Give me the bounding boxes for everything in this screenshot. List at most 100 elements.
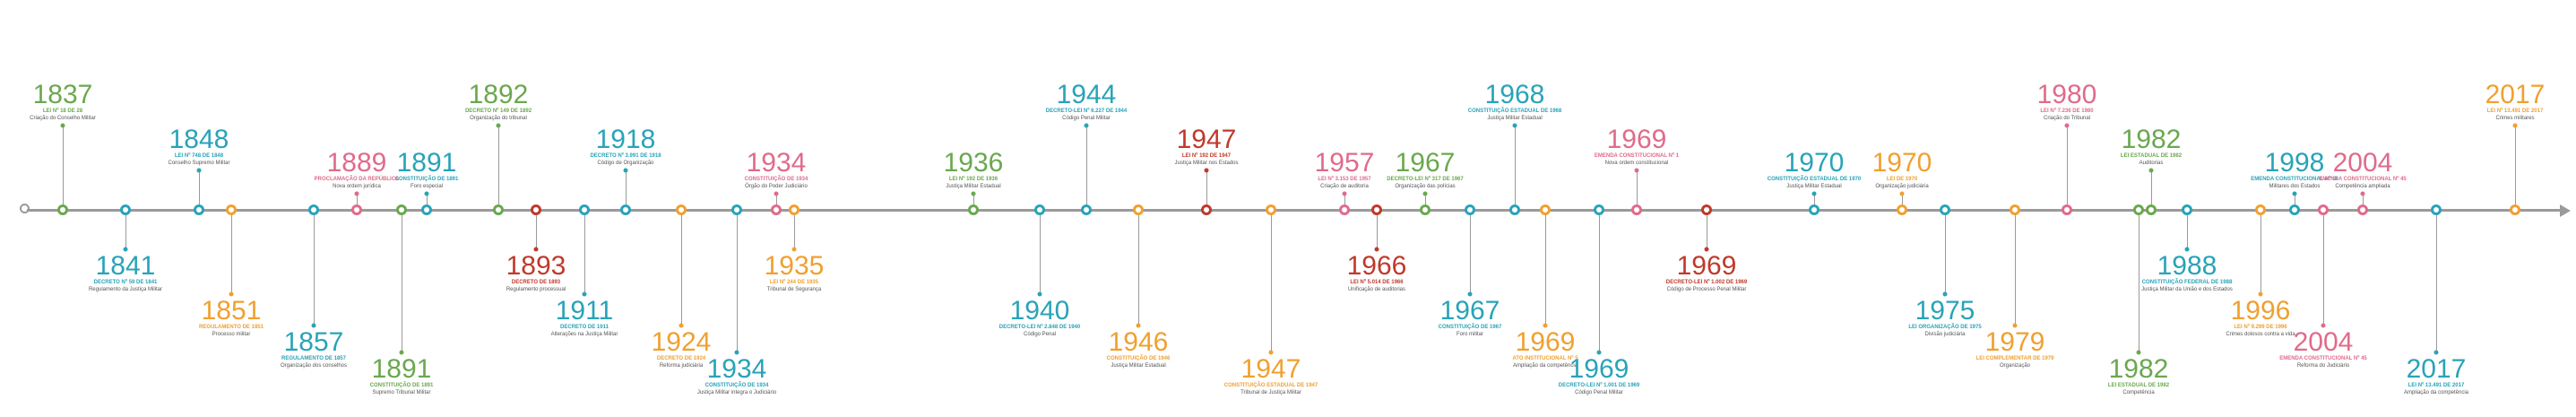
connector-end-dot bbox=[774, 191, 779, 196]
timeline-event: 1969 EMENDA CONSTITUCIONAL Nº 1 Nova ordem… bbox=[1583, 126, 1690, 167]
timeline-node-2004 bbox=[2318, 204, 2329, 215]
timeline-connector bbox=[737, 215, 738, 352]
timeline-node-1934 bbox=[731, 204, 742, 215]
event-year: 1893 bbox=[506, 251, 566, 281]
timeline-connector bbox=[1945, 215, 1946, 294]
timeline-connector bbox=[536, 215, 537, 249]
timeline-event: 1889 PROCLAMAÇÃO DA REPÚBLICA Nova ordem j… bbox=[303, 150, 411, 190]
event-heading: LEI Nº 13.491 DE 2017 bbox=[2407, 383, 2465, 388]
timeline-event: 1892 DECRETO Nº 149 DE 1892 Organização do… bbox=[445, 82, 552, 122]
event-description: Militares dos Estados bbox=[2269, 183, 2321, 189]
timeline-node-2017 bbox=[2510, 204, 2520, 215]
connector-end-dot bbox=[229, 291, 234, 297]
event-description: Crimes dolosos contra a vida bbox=[2226, 331, 2295, 337]
event-description: Justiça Militar da União e dos Estados bbox=[2141, 286, 2233, 292]
event-description: Nova ordem constitucional bbox=[1604, 160, 1669, 166]
event-description: Reforma do Judiciário bbox=[2296, 362, 2350, 369]
connector-end-dot bbox=[2012, 323, 2018, 328]
connector-end-dot bbox=[1899, 191, 1905, 196]
timeline-node-1970 bbox=[1897, 204, 1907, 215]
timeline-event: 1975 LEI ORGANIZAÇÃO DE 1975 Divisão judic… bbox=[1891, 298, 1999, 338]
event-year: 1998 bbox=[2264, 148, 2325, 178]
event-year: 1918 bbox=[595, 125, 656, 154]
timeline-event: 1968 CONSTITUIÇÃO ESTADUAL DE 1968 Justiça… bbox=[1461, 82, 1569, 122]
timeline-node-1947 bbox=[1201, 204, 1212, 215]
event-year: 1947 bbox=[1176, 125, 1237, 154]
timeline-arrow-head bbox=[2560, 204, 2571, 217]
timeline-node-1966 bbox=[1371, 204, 1382, 215]
event-description: Competência ampliada bbox=[2335, 183, 2390, 189]
event-description: Justiça Militar Estadual bbox=[1111, 362, 1166, 369]
timeline-connector bbox=[1138, 215, 1139, 326]
timeline-node-1851 bbox=[226, 204, 237, 215]
event-description: Divisão judiciária bbox=[1924, 331, 1966, 337]
timeline-event: 1969 DECRETO-LEI Nº 1.001 DE 1969 Código P… bbox=[1545, 356, 1653, 396]
event-description: Justiça Militar Estadual bbox=[1487, 115, 1543, 121]
timeline-connector bbox=[2260, 215, 2261, 294]
timeline-event: 1893 DECRETO DE 1893 Regulamento processua… bbox=[482, 253, 590, 293]
connector-end-dot bbox=[1634, 168, 1639, 173]
timeline-node-1891 bbox=[396, 204, 407, 215]
event-heading: EMENDA CONSTITUCIONAL Nº 45 bbox=[2279, 356, 2367, 361]
timeline-connector bbox=[1637, 170, 1638, 204]
timeline-event: 1935 LEI Nº 244 DE 1935 Tribunal de Segura… bbox=[740, 253, 848, 293]
event-heading: LEI Nº 244 DE 1935 bbox=[769, 280, 819, 285]
connector-end-dot bbox=[2433, 350, 2439, 355]
event-description: Organização das polícias bbox=[1395, 183, 1456, 189]
event-year: 1940 bbox=[1009, 296, 1070, 326]
event-heading: CONSTITUIÇÃO DE 1934 bbox=[744, 177, 808, 182]
event-heading: CONSTITUIÇÃO ESTADUAL DE 1968 bbox=[1467, 109, 1562, 114]
event-heading: REGULAMENTO DE 1857 bbox=[281, 356, 346, 361]
timeline-start-marker bbox=[20, 204, 30, 213]
timeline-event: 1970 LEI DE 1970 Organização judiciária bbox=[1848, 150, 1956, 190]
connector-end-dot bbox=[123, 247, 128, 252]
timeline-connector bbox=[125, 215, 126, 249]
event-heading: CONSTITUIÇÃO ESTADUAL DE 1970 bbox=[1767, 177, 1862, 182]
event-description: Crimes militares bbox=[2495, 115, 2535, 121]
event-description: Foro militar bbox=[1456, 331, 1483, 337]
connector-end-dot bbox=[196, 168, 202, 173]
timeline-event: 1934 CONSTITUIÇÃO DE 1934 Justiça Militar … bbox=[683, 356, 791, 396]
timeline-connector bbox=[2067, 126, 2068, 204]
event-heading: LEI ORGANIZAÇÃO DE 1975 bbox=[1908, 325, 1982, 330]
timeline-event: 1967 CONSTITUIÇÃO DE 1967 Foro militar bbox=[1416, 298, 1524, 338]
event-year: 1980 bbox=[2036, 80, 2097, 109]
timeline-event: 1946 CONSTITUIÇÃO DE 1946 Justiça Militar … bbox=[1085, 329, 1192, 369]
event-description: Unificação de auditorias bbox=[1347, 286, 1406, 292]
event-heading: ATO INSTITUCIONAL Nº 5 bbox=[1512, 356, 1578, 361]
connector-end-dot bbox=[734, 350, 739, 355]
event-year: 1934 bbox=[746, 148, 807, 178]
event-description: Código Penal Militar bbox=[1062, 115, 1111, 121]
timeline-node-1975 bbox=[1940, 204, 1950, 215]
timeline-connector bbox=[626, 170, 627, 204]
event-year: 1944 bbox=[1056, 80, 1117, 109]
event-year: 1996 bbox=[2230, 296, 2291, 326]
connector-end-dot bbox=[582, 291, 587, 297]
event-heading: DECRETO-LEI Nº 1.001 DE 1969 bbox=[1558, 383, 1640, 388]
timeline-node-1967 bbox=[1465, 204, 1475, 215]
connector-end-dot bbox=[60, 123, 65, 128]
connector-end-dot bbox=[496, 123, 501, 128]
timeline-node-1940 bbox=[1034, 204, 1045, 215]
event-year: 1970 bbox=[1784, 148, 1845, 178]
connector-end-dot bbox=[1704, 247, 1709, 252]
event-year: 1988 bbox=[2157, 251, 2217, 281]
timeline-node-1892 bbox=[493, 204, 504, 215]
event-heading: REGULAMENTO DE 1851 bbox=[199, 325, 264, 330]
event-description: Ampliação da competência bbox=[1512, 362, 1578, 369]
connector-end-dot bbox=[1467, 291, 1473, 297]
timeline-connector bbox=[1086, 126, 1087, 204]
event-year: 2004 bbox=[2332, 148, 2393, 178]
event-description: Regulamento da Justiça Militar bbox=[88, 286, 163, 292]
timeline-node-1891 bbox=[421, 204, 432, 215]
timeline-connector bbox=[973, 194, 974, 204]
event-year: 1841 bbox=[95, 251, 156, 281]
timeline-connector bbox=[2015, 215, 2016, 326]
timeline-node-1947 bbox=[1266, 204, 1276, 215]
timeline-event: 1969 ATO INSTITUCIONAL Nº 5 Ampliação da c… bbox=[1491, 329, 1599, 369]
connector-end-dot bbox=[1136, 323, 1141, 328]
event-description: Supremo Tribunal Militar bbox=[372, 389, 431, 395]
timeline-event: 1851 REGULAMENTO DE 1851 Processo militar bbox=[177, 298, 285, 338]
timeline-event: 1848 LEI Nº 748 DE 1848 Conselho Supremo M… bbox=[145, 126, 253, 167]
event-description: Órgão do Poder Judiciário bbox=[745, 183, 808, 189]
